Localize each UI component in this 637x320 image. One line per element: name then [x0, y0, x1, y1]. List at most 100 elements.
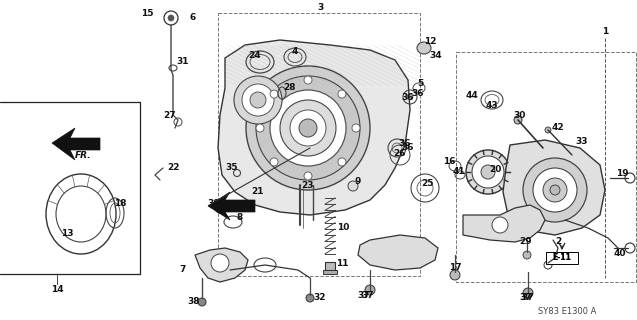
- Text: 37: 37: [522, 292, 534, 301]
- Text: 36: 36: [399, 140, 412, 148]
- Text: 36: 36: [402, 143, 414, 153]
- Circle shape: [168, 15, 174, 21]
- Text: 15: 15: [141, 10, 154, 19]
- Circle shape: [338, 90, 346, 98]
- Circle shape: [466, 150, 510, 194]
- Bar: [456, 52, 636, 282]
- Text: 37: 37: [362, 291, 375, 300]
- Text: 44: 44: [466, 91, 478, 100]
- Circle shape: [198, 298, 206, 306]
- Text: 5: 5: [417, 78, 423, 87]
- Text: 3: 3: [317, 4, 323, 12]
- Circle shape: [472, 156, 504, 188]
- Circle shape: [348, 181, 358, 191]
- Text: 43: 43: [485, 100, 498, 109]
- Circle shape: [256, 76, 360, 180]
- Text: 16: 16: [443, 157, 455, 166]
- Text: 7: 7: [180, 266, 186, 275]
- Text: 35: 35: [225, 164, 238, 172]
- Polygon shape: [218, 40, 410, 215]
- Circle shape: [304, 172, 312, 180]
- Circle shape: [481, 165, 495, 179]
- Circle shape: [365, 285, 375, 295]
- Circle shape: [545, 127, 551, 133]
- Circle shape: [523, 251, 531, 259]
- Circle shape: [338, 158, 346, 166]
- Text: 22: 22: [168, 164, 180, 172]
- Polygon shape: [503, 140, 605, 235]
- Circle shape: [290, 110, 326, 146]
- Circle shape: [514, 116, 522, 124]
- Text: 30: 30: [514, 110, 526, 119]
- Text: 33: 33: [576, 137, 588, 146]
- Text: 40: 40: [614, 249, 626, 258]
- Text: 6: 6: [190, 13, 196, 22]
- Text: 24: 24: [248, 51, 261, 60]
- Text: SY83 E1300 A: SY83 E1300 A: [538, 307, 596, 316]
- Text: 29: 29: [520, 237, 533, 246]
- Circle shape: [242, 84, 274, 116]
- Bar: [323, 270, 337, 274]
- Text: 18: 18: [114, 199, 126, 209]
- Text: 27: 27: [164, 111, 176, 121]
- Text: 34: 34: [430, 51, 442, 60]
- Text: 39: 39: [208, 198, 220, 207]
- Text: 19: 19: [616, 170, 628, 179]
- Circle shape: [550, 185, 560, 195]
- Circle shape: [304, 76, 312, 84]
- Text: 17: 17: [448, 263, 461, 273]
- Circle shape: [407, 94, 413, 100]
- Text: 12: 12: [424, 37, 436, 46]
- Text: 36: 36: [412, 89, 424, 98]
- Circle shape: [533, 168, 577, 212]
- Text: 32: 32: [314, 292, 326, 301]
- Circle shape: [306, 294, 314, 302]
- Circle shape: [246, 66, 370, 190]
- Text: 1: 1: [602, 28, 608, 36]
- Text: 31: 31: [176, 58, 189, 67]
- Text: E-11: E-11: [552, 253, 571, 262]
- Circle shape: [280, 100, 336, 156]
- Text: FR.: FR.: [233, 203, 248, 212]
- Circle shape: [270, 90, 278, 98]
- Text: 10: 10: [337, 223, 349, 233]
- Polygon shape: [208, 192, 255, 220]
- Circle shape: [270, 158, 278, 166]
- Bar: [325, 262, 335, 270]
- Polygon shape: [463, 205, 545, 242]
- Text: 37: 37: [358, 291, 370, 300]
- Text: 23: 23: [302, 180, 314, 189]
- Text: 28: 28: [283, 84, 296, 92]
- Circle shape: [234, 76, 282, 124]
- Polygon shape: [358, 235, 438, 270]
- Text: 9: 9: [355, 178, 361, 187]
- FancyBboxPatch shape: [546, 252, 578, 264]
- Text: 14: 14: [51, 284, 63, 293]
- Text: 21: 21: [252, 188, 264, 196]
- Text: 13: 13: [61, 229, 73, 238]
- Text: 4: 4: [292, 47, 298, 57]
- Text: FR.: FR.: [75, 150, 91, 159]
- Circle shape: [270, 90, 346, 166]
- Text: 25: 25: [421, 180, 433, 188]
- Text: 2: 2: [555, 237, 561, 246]
- Circle shape: [543, 178, 567, 202]
- Circle shape: [523, 288, 533, 298]
- Circle shape: [299, 119, 317, 137]
- Circle shape: [492, 217, 508, 233]
- Circle shape: [352, 124, 360, 132]
- Text: E-11: E-11: [552, 253, 571, 262]
- Text: 8: 8: [237, 213, 243, 222]
- Circle shape: [523, 158, 587, 222]
- Text: 37: 37: [520, 293, 533, 302]
- Text: 36: 36: [402, 92, 414, 101]
- Circle shape: [256, 124, 264, 132]
- Text: 42: 42: [552, 124, 564, 132]
- Bar: [218, 13, 420, 276]
- Ellipse shape: [417, 42, 431, 54]
- Text: 20: 20: [489, 165, 501, 174]
- Text: 41: 41: [453, 167, 465, 177]
- Circle shape: [450, 270, 460, 280]
- Circle shape: [250, 92, 266, 108]
- Polygon shape: [52, 128, 100, 160]
